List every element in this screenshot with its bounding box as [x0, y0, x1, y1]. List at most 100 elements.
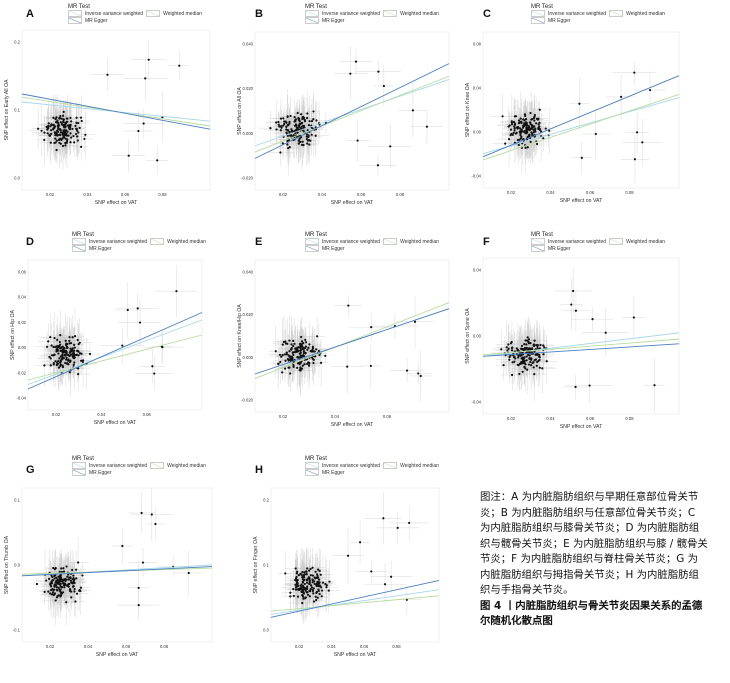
snp-point: [64, 137, 67, 140]
snp-point: [317, 588, 320, 591]
snp-point: [72, 579, 75, 583]
x-tick-label: 0.06: [360, 644, 369, 649]
snp-point: [512, 120, 516, 124]
snp-point: [520, 344, 524, 348]
snp-point: [516, 139, 520, 142]
snp-point: [528, 129, 531, 132]
snp-point: [318, 584, 322, 587]
legend-item: MR Egger: [548, 245, 571, 252]
legend-title: MR Test: [531, 232, 553, 238]
x-axis-label: SNP effect on VAT: [560, 198, 603, 204]
snp-point: [306, 585, 309, 588]
snp-point: [370, 326, 373, 329]
snp-point: [70, 596, 73, 599]
snp-point: [525, 346, 528, 349]
snp-point: [533, 339, 536, 342]
snp-point: [298, 369, 301, 372]
snp-point: [318, 578, 321, 581]
snp-point: [517, 354, 520, 357]
snp-point: [535, 142, 539, 146]
legend-swatch: [305, 238, 319, 245]
snp-point: [315, 119, 318, 122]
snp-point: [62, 357, 65, 360]
y-tick-label: 0.0: [14, 176, 20, 181]
snp-point: [64, 133, 68, 136]
snp-point: [298, 125, 301, 128]
snp-point: [419, 374, 422, 378]
legend: MR Test Inverse variance weighted Weighted…: [531, 4, 665, 24]
snp-point: [301, 578, 304, 581]
snp-point: [293, 116, 296, 119]
snp-point: [530, 347, 534, 350]
snp-point: [312, 350, 315, 353]
snp-point: [58, 589, 61, 592]
snp-point: [304, 341, 308, 344]
legend: MR Test Inverse variance weighted Weighted…: [305, 456, 439, 476]
snp-point: [520, 130, 524, 133]
snp-point: [306, 593, 310, 596]
snp-point: [282, 117, 285, 120]
snp-point: [313, 580, 316, 583]
plot-area: [482, 257, 680, 415]
x-tick-label: 0.04: [546, 190, 555, 195]
snp-point: [303, 354, 306, 358]
snp-point: [358, 541, 362, 544]
snp-point: [633, 71, 636, 74]
snp-point: [296, 348, 299, 351]
snp-point: [303, 582, 306, 586]
snp-point: [62, 570, 66, 573]
snp-point: [517, 143, 520, 147]
snp-point: [275, 128, 278, 131]
scatter-panel-b: B MR Test Inverse variance weighted Weighte…: [237, 0, 465, 228]
snp-point: [79, 116, 83, 119]
snp-point: [314, 577, 317, 580]
x-tick-label: 0.04: [318, 192, 327, 197]
snp-point: [72, 363, 75, 366]
snp-point: [69, 132, 72, 135]
snp-point: [292, 339, 295, 342]
snp-point: [501, 115, 504, 118]
snp-point: [35, 582, 39, 586]
x-tick-label: 0.08: [160, 644, 169, 649]
snp-point: [308, 343, 311, 346]
snp-point: [532, 131, 535, 134]
snp-point: [295, 124, 298, 127]
snp-point: [532, 128, 535, 131]
ivw-line: [27, 319, 203, 385]
snp-point: [306, 112, 309, 115]
snp-point: [50, 593, 54, 596]
scatter-plot: 0.06 0.04 0.02 0.00 -0.02 -0.04 0.02 0.04 0.06 SN…: [10, 259, 203, 426]
y-tick-label: -0.020: [241, 398, 254, 403]
snp-point: [67, 134, 70, 137]
snp-point: [66, 124, 70, 127]
snp-point: [314, 355, 317, 358]
snp-point: [302, 117, 305, 120]
weighted-median-line: [254, 75, 450, 153]
snp-point: [71, 582, 74, 585]
snp-point: [66, 584, 69, 587]
snp-point: [354, 60, 358, 63]
snp-point: [301, 594, 304, 597]
snp-point: [290, 134, 293, 137]
legend-swatch: [146, 10, 161, 17]
snp-point: [309, 350, 312, 353]
snp-point: [289, 114, 292, 118]
snp-point: [349, 72, 352, 75]
snp-point: [306, 581, 309, 584]
snp-point: [299, 584, 302, 587]
snp-point: [298, 123, 301, 126]
snp-point: [56, 134, 59, 137]
snp-point: [299, 361, 302, 365]
snp-point: [300, 122, 303, 125]
snp-point: [292, 587, 295, 591]
snp-point: [310, 133, 313, 136]
snp-point: [288, 339, 291, 342]
snp-point: [530, 131, 533, 134]
snp-point: [142, 122, 145, 125]
snp-point: [72, 134, 75, 138]
snp-point: [137, 129, 140, 133]
x-tick-label: 0.02: [507, 190, 516, 195]
x-tick-label: 0.06: [586, 190, 595, 195]
snp-point: [53, 336, 56, 340]
snp-point: [286, 124, 289, 127]
